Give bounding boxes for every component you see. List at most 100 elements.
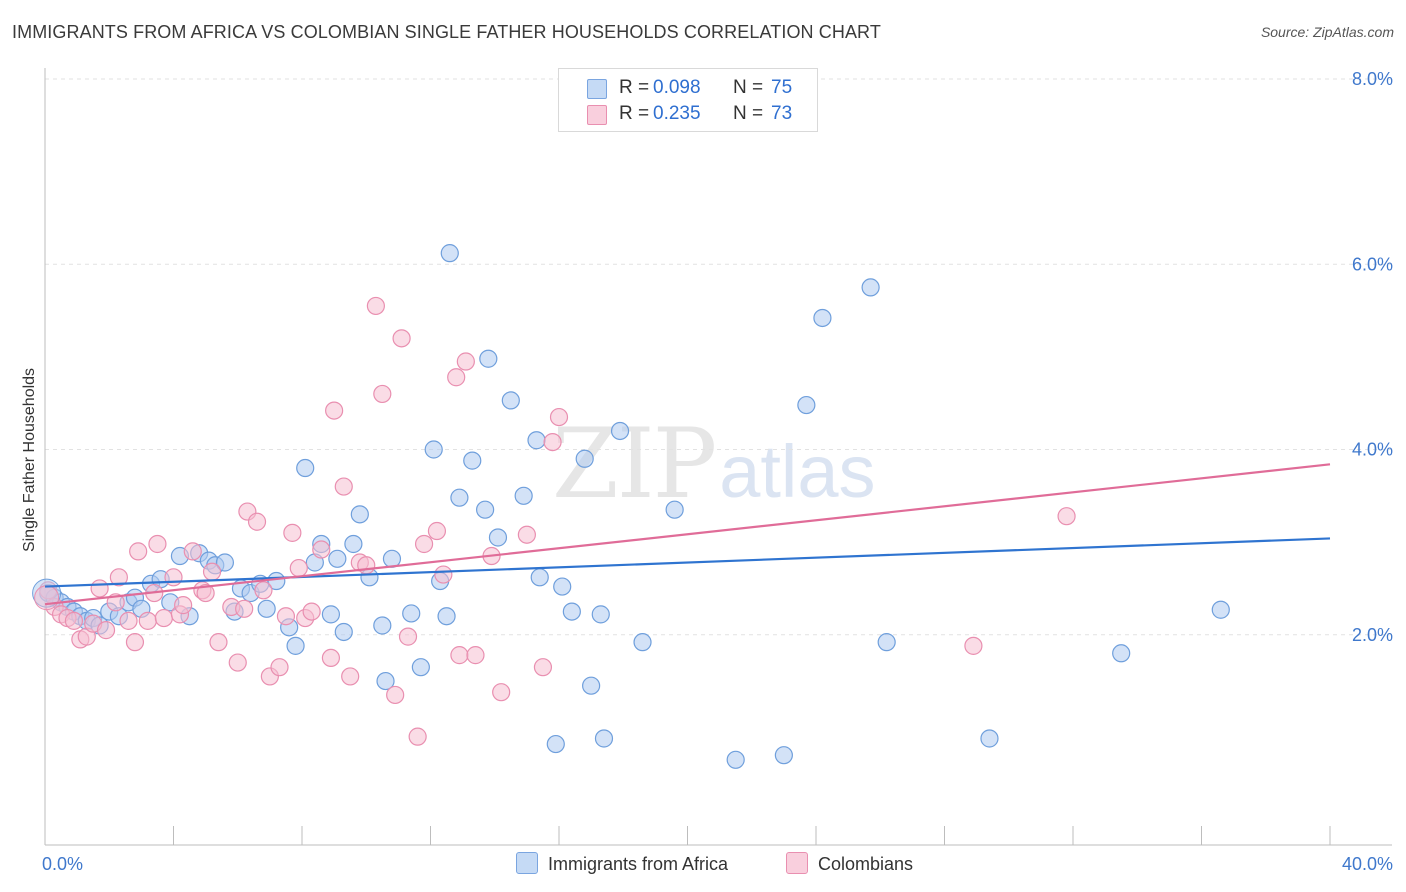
data-point-colombians [96, 621, 116, 640]
data-point-africa [344, 534, 363, 554]
data-point-africa [813, 308, 832, 328]
data-point-colombians [106, 593, 125, 612]
bottom-legend-colombians: Colombians [786, 852, 913, 875]
data-point-africa [440, 244, 459, 263]
data-point-africa [546, 734, 565, 754]
bottom-legend-label-colombians: Colombians [818, 854, 914, 874]
data-point-colombians [64, 611, 84, 630]
data-point-colombians [148, 534, 167, 554]
data-point-colombians [434, 565, 453, 584]
data-point-colombians [276, 607, 296, 626]
data-point-colombians [408, 727, 427, 746]
data-point-africa [350, 505, 369, 524]
data-point-colombians [247, 512, 267, 531]
data-point-africa [296, 458, 315, 478]
data-point-colombians [90, 579, 109, 598]
y-tick-label: 2.0% [1352, 625, 1393, 645]
data-point-africa [514, 486, 533, 505]
data-point-africa [411, 658, 430, 677]
legend: R = 0.098 N = 75 R = 0.235 N = 73 [558, 68, 818, 132]
data-point-colombians [334, 477, 353, 496]
data-point-africa [488, 528, 508, 547]
data-point-colombians [366, 296, 385, 316]
legend-n-label: N = [733, 103, 764, 124]
data-point-colombians [386, 685, 405, 705]
data-point-colombians [196, 583, 215, 603]
legend-n-label: N = [733, 77, 764, 98]
bottom-legend-swatch-colombians [786, 852, 808, 874]
data-point-colombians [109, 568, 128, 587]
data-point-colombians [138, 611, 157, 630]
data-point-africa [610, 421, 630, 441]
data-point-colombians [312, 540, 331, 559]
data-point-africa [877, 633, 896, 652]
data-point-africa [527, 431, 546, 450]
y-axis-label: Single Father Households [21, 367, 38, 553]
data-point-colombians [325, 401, 344, 420]
bottom-legend-label-africa: Immigrants from Africa [548, 854, 729, 874]
data-point-africa [1211, 600, 1230, 619]
data-point-africa [582, 676, 601, 695]
legend-n-value: 75 [771, 77, 793, 98]
data-point-colombians [373, 384, 392, 404]
data-point-africa [530, 568, 549, 587]
data-point-africa [463, 451, 482, 470]
data-point-colombians [533, 658, 553, 677]
data-point-africa [594, 729, 614, 748]
data-point-colombians [543, 432, 562, 452]
data-point-africa [424, 440, 443, 459]
data-point-africa [321, 605, 341, 624]
data-point-colombians [447, 368, 466, 387]
data-point-colombians [289, 558, 308, 578]
chart-title: IMMIGRANTS FROM AFRICA VS COLOMBIAN SING… [12, 22, 881, 42]
legend-n-value: 73 [771, 103, 793, 124]
data-point-africa [980, 729, 999, 748]
data-point-colombians [456, 352, 475, 371]
watermark-atlas: atlas [719, 430, 876, 513]
data-point-africa [334, 622, 353, 642]
legend-r-value: 0.235 [653, 103, 701, 124]
data-point-africa [376, 671, 395, 691]
data-point-africa [1112, 644, 1131, 663]
data-point-colombians [302, 602, 321, 621]
data-point-africa [479, 349, 498, 368]
data-point-africa [437, 607, 456, 626]
data-point-africa [774, 746, 793, 765]
data-point-colombians [414, 534, 434, 554]
data-point-colombians [1057, 507, 1076, 526]
y-tick-label: 4.0% [1352, 440, 1393, 460]
data-point-africa [286, 636, 305, 655]
data-point-colombians [964, 636, 983, 655]
data-point-colombians [321, 648, 341, 668]
data-point-africa [575, 449, 594, 468]
data-point-africa [501, 391, 520, 410]
data-point-africa [553, 577, 572, 596]
data-point-africa [665, 500, 684, 519]
data-point-colombians [398, 627, 418, 646]
data-point-colombians [164, 568, 183, 587]
trend-line-colombians [44, 463, 1331, 606]
legend-r-value: 0.098 [653, 77, 701, 98]
data-point-africa [450, 488, 469, 507]
data-point-africa [726, 750, 745, 769]
data-point-colombians [183, 542, 202, 561]
data-point-colombians [270, 658, 289, 677]
data-point-colombians [125, 633, 145, 652]
data-point-africa [402, 604, 421, 623]
legend-r-label: R = [619, 103, 650, 124]
data-point-colombians [202, 562, 222, 581]
data-point-colombians [119, 611, 138, 630]
data-point-colombians [154, 608, 173, 628]
data-point-colombians [254, 581, 273, 600]
data-point-colombians [392, 329, 411, 348]
data-point-africa [591, 605, 610, 624]
data-point-africa [861, 278, 880, 297]
data-point-africa [257, 599, 276, 618]
data-point-colombians [209, 633, 228, 652]
data-point-africa [562, 602, 581, 621]
x-tick-label: 40.0% [1342, 854, 1393, 874]
data-point-colombians [549, 407, 569, 427]
data-point-colombians [517, 525, 536, 544]
bottom-legend-swatch-africa [516, 852, 538, 874]
data-point-africa [797, 395, 816, 415]
